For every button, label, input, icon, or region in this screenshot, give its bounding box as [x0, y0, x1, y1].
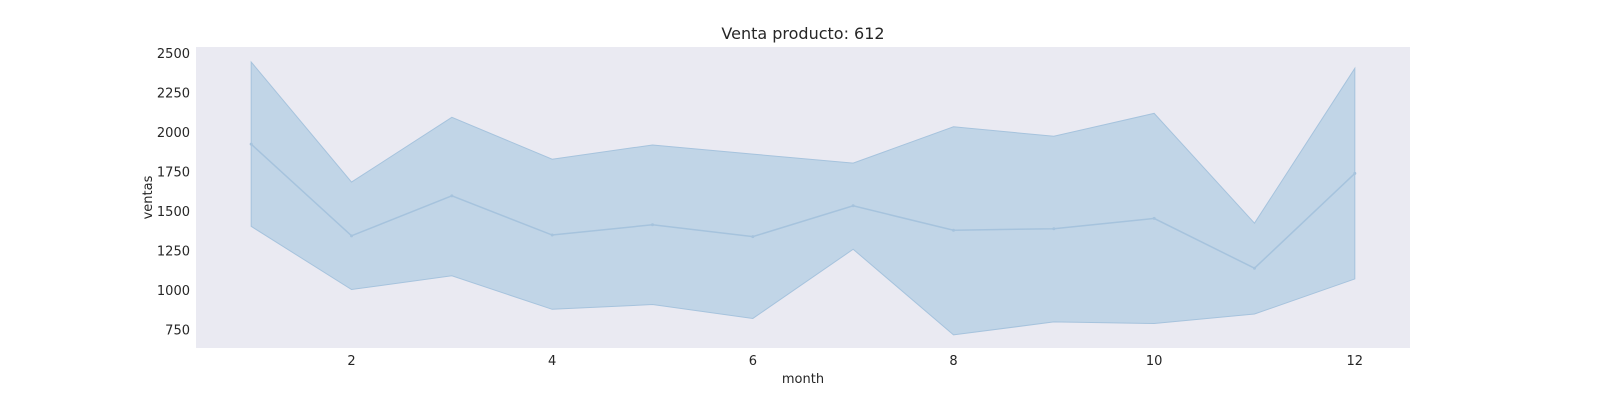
- x-axis-ticks: 2 4 6 8 10 12: [347, 354, 1363, 369]
- series-line: [250, 143, 1356, 270]
- x-tick-label: 8: [949, 354, 957, 369]
- x-tick-label: 6: [749, 354, 757, 369]
- confidence-band: [250, 60, 1356, 336]
- x-tick-label: 12: [1347, 354, 1364, 369]
- x-tick-label: 10: [1146, 354, 1163, 369]
- data-point-month-8: [951, 228, 955, 232]
- y-tick-label: 1500: [157, 205, 190, 220]
- y-axis-ticks: 750 1000 1250 1500 1750 2000 2250 2500: [157, 47, 190, 339]
- y-axis-label: ventas: [141, 175, 156, 219]
- data-point-month-10: [1152, 216, 1156, 220]
- y-tick-label: 1250: [157, 244, 190, 259]
- data-point-month-12: [1353, 171, 1357, 175]
- y-tick-label: 750: [165, 323, 190, 338]
- x-tick-label: 2: [347, 354, 355, 369]
- data-point-month-1: [249, 142, 253, 146]
- data-point-month-5: [651, 223, 655, 227]
- y-tick-label: 1000: [157, 284, 190, 299]
- data-point-month-4: [550, 233, 554, 237]
- x-tick-label: 4: [548, 354, 556, 369]
- y-tick-label: 2250: [157, 86, 190, 101]
- data-point-month-6: [751, 235, 755, 239]
- chart-title: Venta producto: 612: [721, 24, 884, 43]
- x-axis-label: month: [782, 372, 824, 387]
- y-tick-label: 1750: [157, 165, 190, 180]
- data-point-month-7: [851, 204, 855, 208]
- y-tick-label: 2000: [157, 126, 190, 141]
- data-point-month-2: [350, 234, 354, 238]
- data-point-month-3: [450, 194, 454, 198]
- data-point-month-9: [1052, 227, 1056, 231]
- y-tick-label: 2500: [157, 47, 190, 62]
- data-point-month-11: [1252, 266, 1256, 270]
- series-points: [249, 142, 1357, 270]
